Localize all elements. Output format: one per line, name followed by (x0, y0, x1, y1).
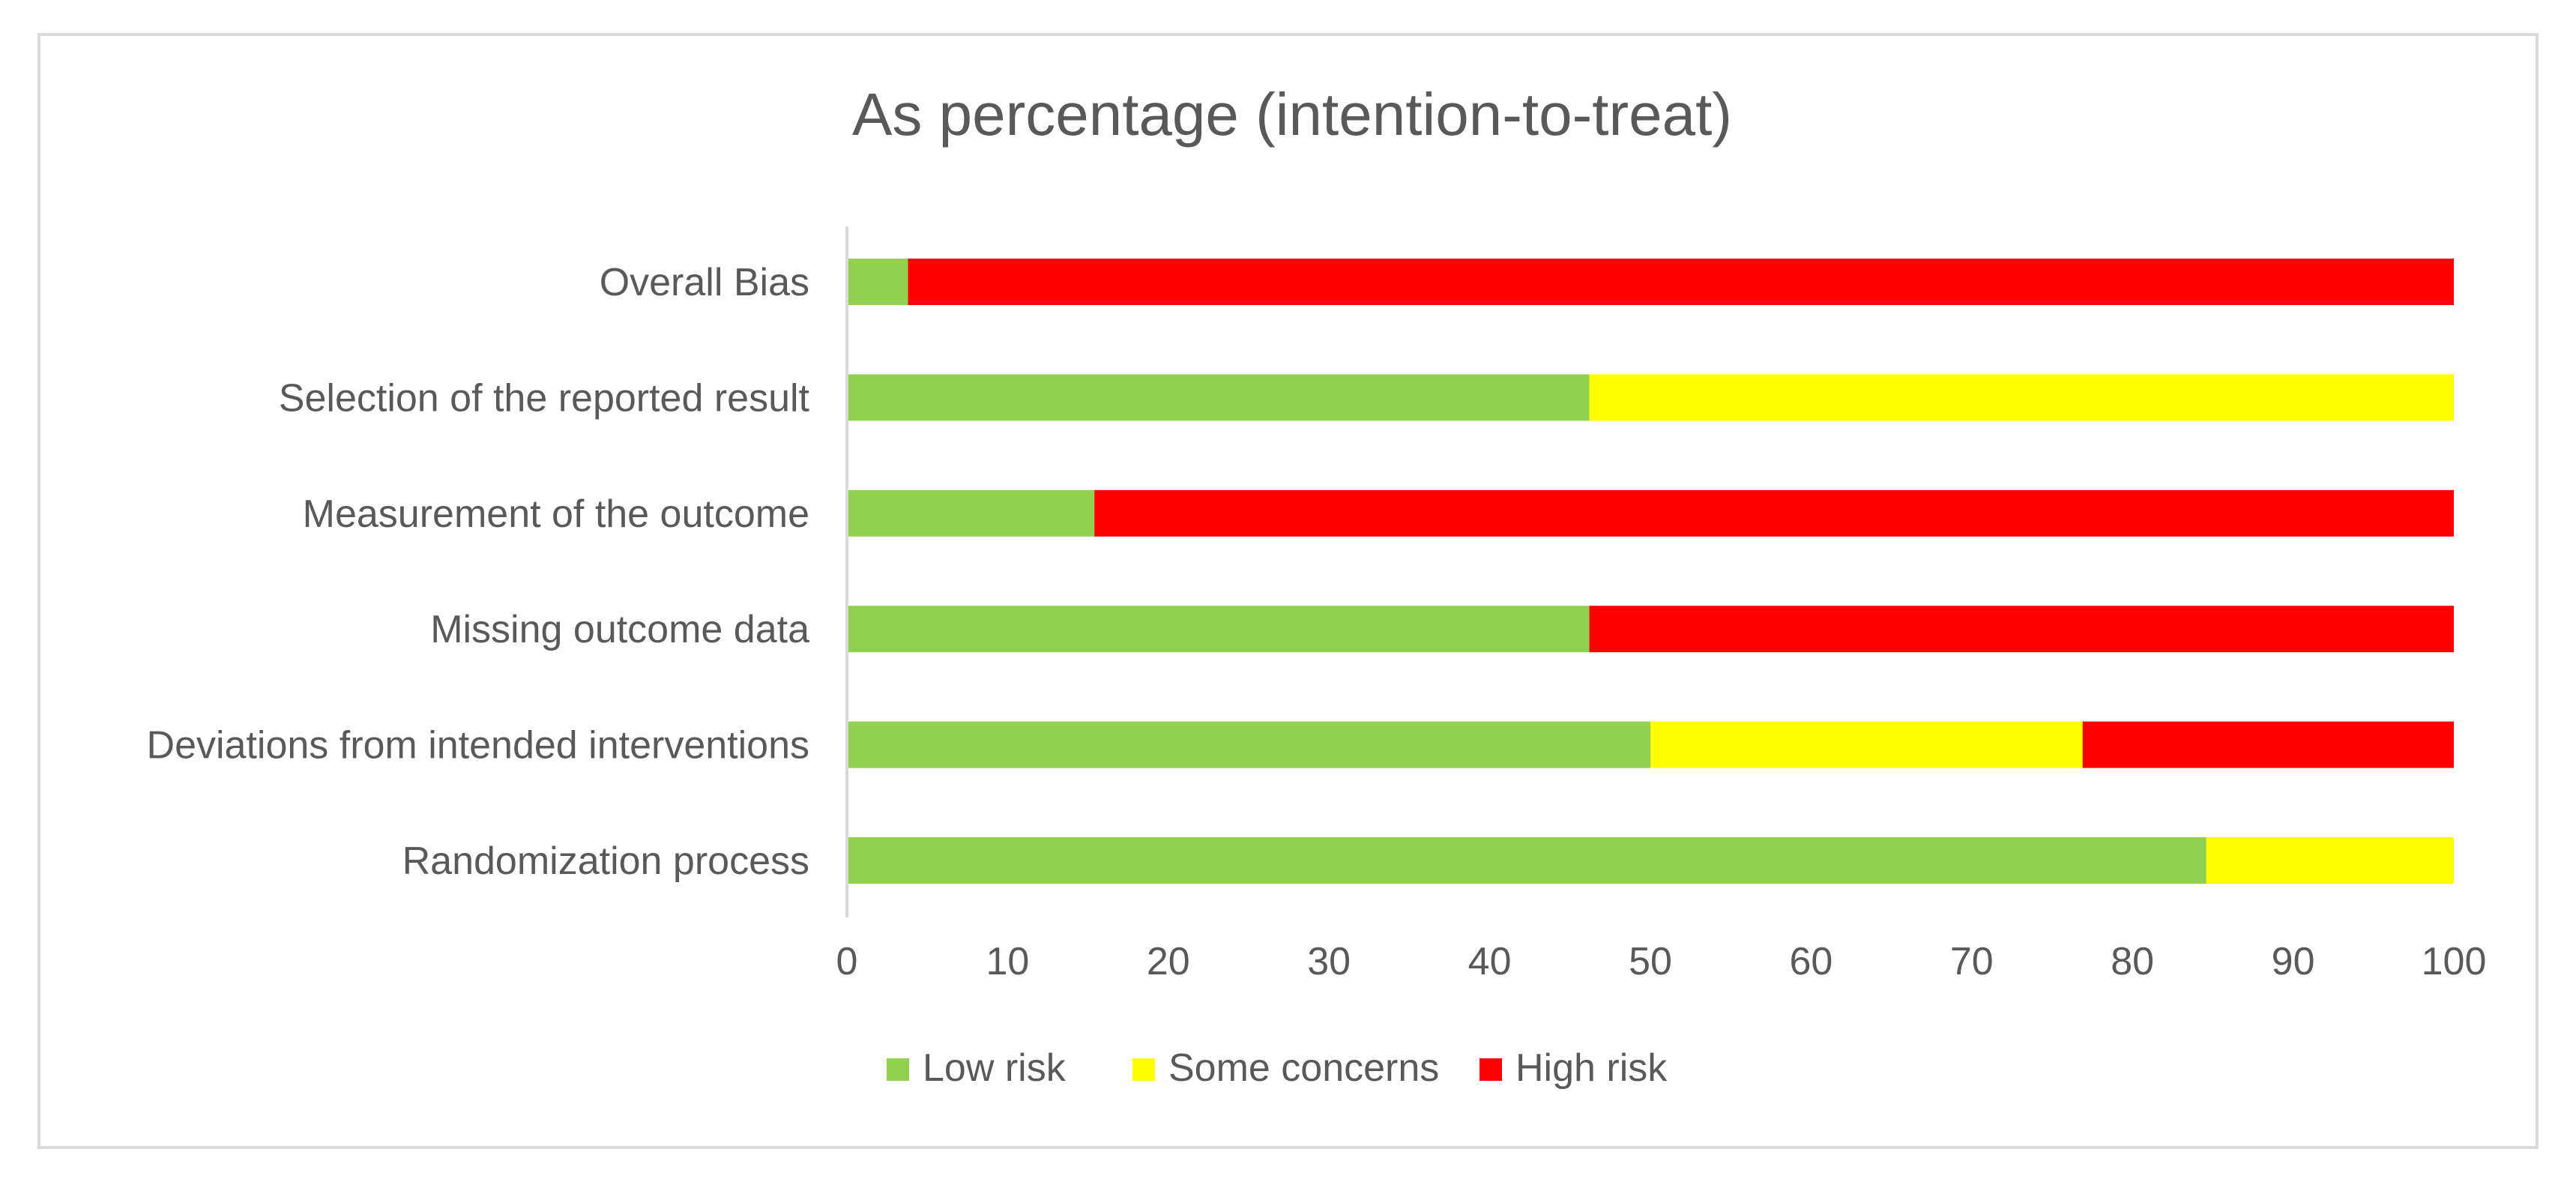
legend-swatch-some-concerns (1132, 1058, 1155, 1081)
stacked-bar-chart: As percentage (intention-to-treat) Overa… (147, 81, 2487, 1090)
bar-overall-bias-low-risk (847, 259, 908, 305)
bar-missing-outcome-data-high-risk (1589, 606, 2454, 653)
bar-selection-of-the-reported-result-low-risk (847, 374, 1590, 421)
legend-label-some-concerns: Some concerns (1168, 1046, 1439, 1090)
x-tick-label-10: 10 (986, 940, 1029, 983)
category-labels: Overall Bias Selection of the reported re… (147, 261, 810, 883)
legend-swatch-high-risk (1479, 1058, 1502, 1081)
bars-layer (847, 259, 2454, 884)
x-tick-label-60: 60 (1789, 940, 1833, 983)
legend-item-high-risk: High risk (1479, 1046, 1668, 1090)
x-tick-label-70: 70 (1950, 940, 1994, 983)
x-tick-label-0: 0 (836, 940, 858, 983)
x-axis-ticks: 0 10 20 30 40 50 60 70 80 90 100 (836, 940, 2487, 983)
x-tick-label-100: 100 (2422, 940, 2487, 983)
legend-item-some-concerns: Some concerns (1132, 1046, 1439, 1090)
legend-label-low-risk: Low risk (923, 1046, 1067, 1090)
bar-overall-bias-high-risk (908, 259, 2454, 305)
category-label-overall-bias: Overall Bias (600, 261, 809, 304)
x-tick-label-50: 50 (1629, 940, 1672, 983)
category-label-measurement-of-the-outcome: Measurement of the outcome (303, 492, 809, 536)
legend-label-high-risk: High risk (1515, 1046, 1668, 1090)
bar-measurement-of-the-outcome-low-risk (847, 489, 1095, 537)
bar-deviations-from-intended-interventions-low-risk (847, 721, 1650, 768)
bar-missing-outcome-data-low-risk (847, 606, 1590, 653)
legend-item-low-risk: Low risk (887, 1046, 1067, 1090)
bar-deviations-from-intended-interventions-some-concerns (1650, 721, 2083, 768)
category-label-missing-outcome-data: Missing outcome data (430, 608, 809, 651)
legend: Low risk Some concerns High risk (887, 1046, 1668, 1090)
bar-deviations-from-intended-interventions-high-risk (2082, 721, 2454, 768)
bar-randomization-process-low-risk (847, 837, 2207, 884)
category-label-selection-of-the-reported-result: Selection of the reported result (279, 376, 810, 420)
legend-swatch-low-risk (887, 1058, 909, 1081)
x-tick-label-80: 80 (2111, 940, 2154, 983)
x-tick-label-40: 40 (1468, 940, 1512, 983)
x-tick-label-20: 20 (1147, 940, 1190, 983)
chart-title: As percentage (intention-to-treat) (852, 81, 1732, 148)
x-tick-label-90: 90 (2272, 940, 2315, 983)
bar-selection-of-the-reported-result-some-concerns (1589, 374, 2454, 421)
chart-frame: As percentage (intention-to-treat) Overa… (37, 33, 2539, 1149)
x-tick-label-30: 30 (1307, 940, 1351, 983)
bar-randomization-process-some-concerns (2206, 837, 2454, 884)
category-label-deviations-from-intended-interventions: Deviations from intended interventions (147, 724, 809, 768)
category-label-randomization-process: Randomization process (402, 839, 809, 883)
bar-measurement-of-the-outcome-high-risk (1094, 489, 2454, 537)
